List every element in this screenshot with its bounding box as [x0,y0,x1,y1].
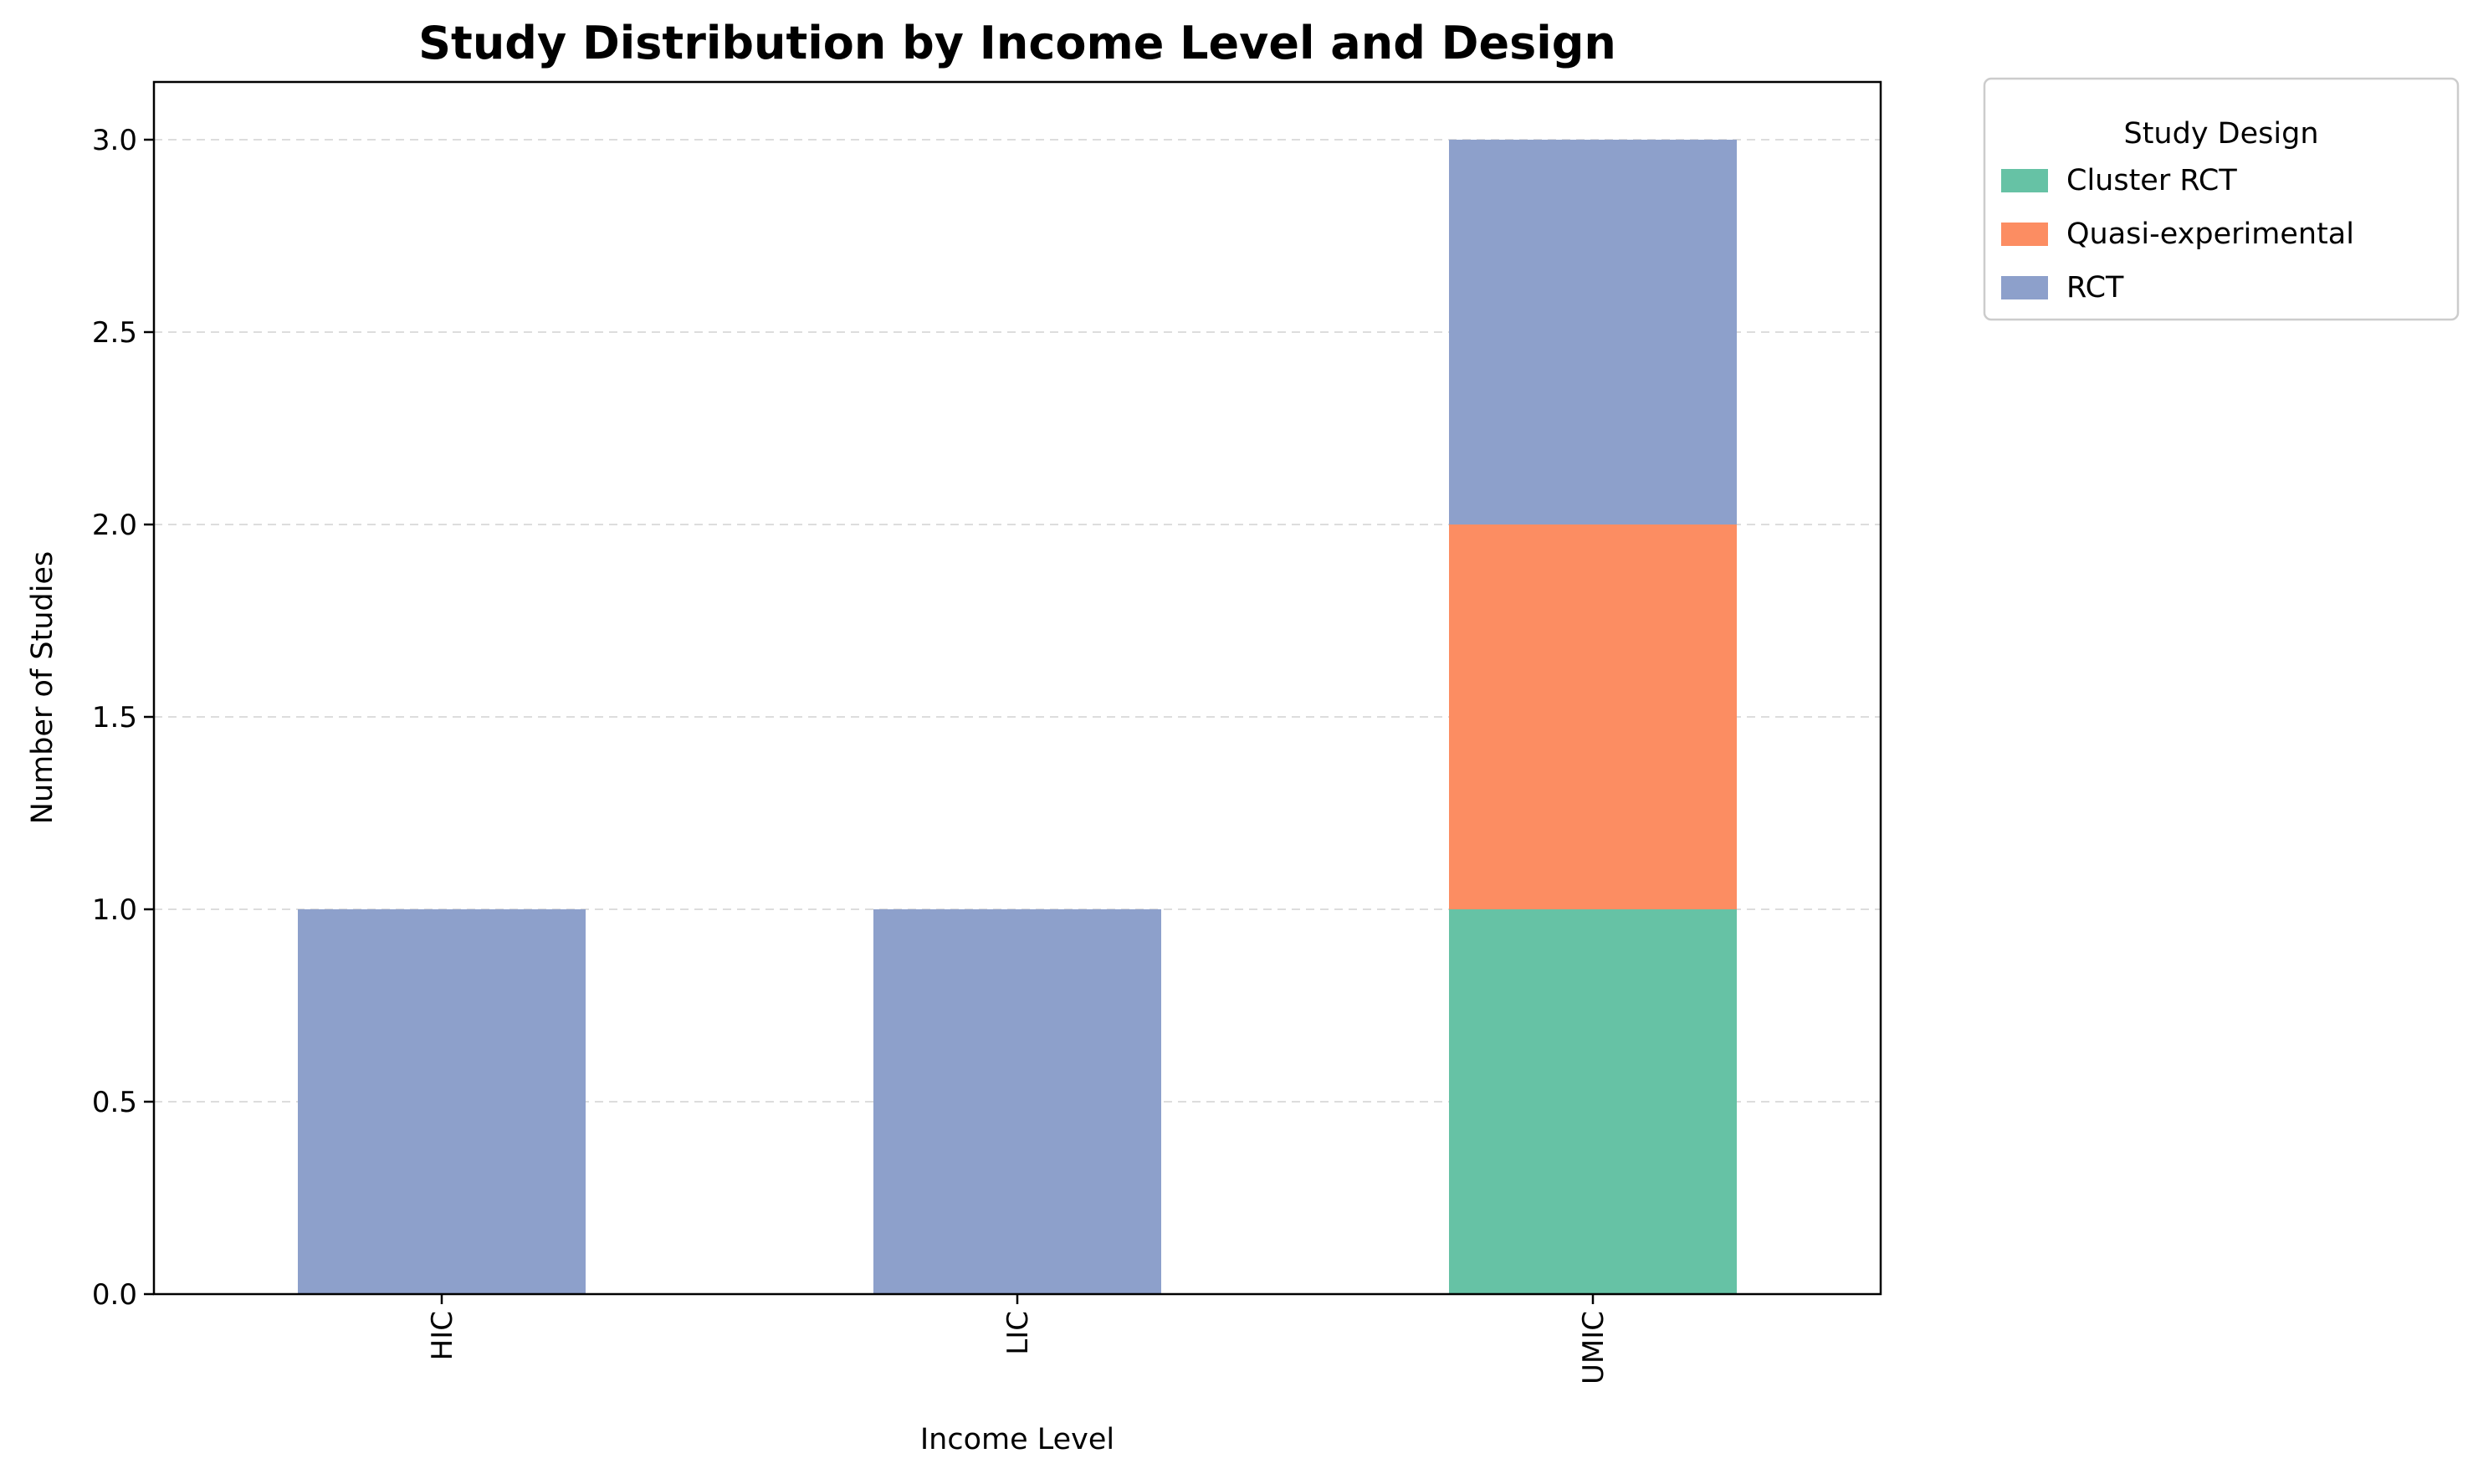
x-tick-label: HIC [426,1311,459,1360]
legend-swatch [2001,169,2048,192]
bar-segment-umic-cluster-rct [1449,909,1737,1294]
y-tick-label: 1.5 [92,701,137,734]
y-tick-label: 0.5 [92,1086,137,1119]
y-tick-label: 0.0 [92,1278,137,1312]
legend: Study Design Cluster RCT Quasi-experiment… [1983,77,2460,321]
bar-segment-umic-rct [1449,140,1737,525]
bar-segment-lic-rct [873,909,1161,1294]
x-axis: HIC LIC UMIC [426,1294,1610,1384]
y-axis: 0.0 0.5 1.0 1.5 2.0 2.5 3.0 [92,124,154,1312]
legend-entry-label: Quasi-experimental [2066,217,2354,251]
chart-title: Study Distribution by Income Level and D… [418,17,1616,69]
legend-frame [1983,77,2460,321]
y-tick-label: 2.0 [92,509,137,542]
bar-segment-hic-rct [298,909,586,1294]
legend-entry-label: Cluster RCT [2066,164,2237,197]
bar-layer [298,140,1737,1294]
bar-segment-umic-quasi-experimental [1449,525,1737,909]
legend-title: Study Design [2123,117,2318,151]
x-axis-label: Income Level [920,1423,1114,1456]
y-tick-label: 3.0 [92,124,137,157]
x-tick-label: UMIC [1577,1311,1610,1384]
legend-swatch [2001,223,2048,246]
y-tick-label: 1.0 [92,893,137,927]
y-tick-label: 2.5 [92,316,137,350]
legend-items: Cluster RCT Quasi-experimental RCT [2001,164,2354,304]
legend-entry-label: RCT [2066,271,2124,304]
legend-swatch [2001,276,2048,299]
y-axis-label: Number of Studies [26,551,59,824]
x-tick-label: LIC [1001,1311,1035,1355]
